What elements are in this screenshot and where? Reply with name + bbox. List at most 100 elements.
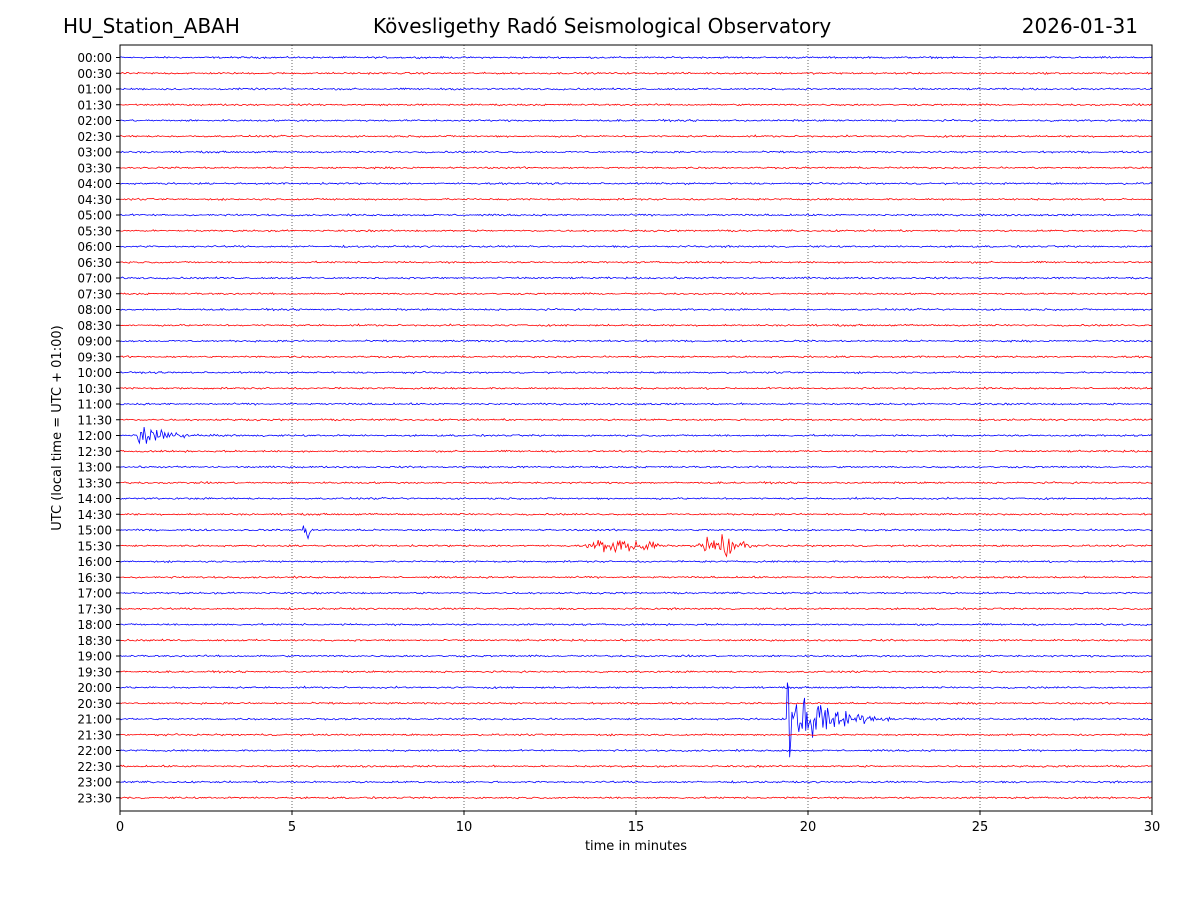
trace-row-2000 [119,685,1153,690]
trace-row-2130 [119,733,1153,737]
trace-row-0100 [119,87,1153,91]
y-tick-label: 13:30 [77,476,112,490]
trace-row-0930 [119,355,1153,359]
trace-row-1200 [119,427,1153,445]
y-tick-label: 08:00 [77,303,112,317]
trace-row-2030 [119,701,1153,705]
y-tick-label: 19:30 [77,665,112,679]
trace-row-0430 [119,197,1153,201]
x-axis-label: time in minutes [585,839,687,854]
y-tick-label: 03:00 [77,146,112,160]
x-tick-label: 25 [972,820,989,835]
y-tick-label: 09:30 [77,350,112,364]
trace-row-0300 [119,150,1153,154]
y-tick-label: 12:00 [77,429,112,443]
y-tick-label: 12:30 [77,445,112,459]
trace-row-0700 [119,276,1153,280]
trace-row-2100 [119,682,1153,758]
trace-row-1000 [119,370,1153,375]
x-tick-label: 15 [628,820,645,835]
y-tick-label: 07:00 [77,272,112,286]
trace-row-1630 [119,575,1153,580]
trace-row-1430 [119,512,1153,516]
trace-row-0500 [119,213,1153,217]
y-tick-label: 04:00 [77,177,112,191]
trace-row-0830 [119,323,1153,327]
y-tick-label: 19:00 [77,650,112,664]
trace-row-1730 [119,606,1153,611]
trace-row-1800 [119,622,1153,627]
trace-row-0530 [119,228,1153,233]
y-tick-label: 22:30 [77,760,112,774]
trace-row-0600 [119,244,1153,249]
y-tick-label: 08:30 [77,319,112,333]
y-tick-label: 00:30 [77,67,112,81]
trace-row-1030 [119,386,1153,390]
y-tick-label: 22:00 [77,744,112,758]
y-tick-label: 00:00 [77,51,112,65]
y-tick-label: 11:30 [77,413,112,427]
y-tick-label: 15:30 [77,539,112,553]
y-tick-label: 05:30 [77,224,112,238]
trace-row-0000 [119,55,1153,60]
y-tick-label: 09:00 [77,335,112,349]
record-date: 2026-01-31 [1021,14,1138,38]
y-tick-label: 23:00 [77,776,112,790]
trace-row-1300 [119,465,1152,469]
y-axis-label: UTC (local time = UTC + 01:00) [50,325,65,530]
trace-row-1700 [119,591,1153,595]
y-tick-label: 03:30 [77,161,112,175]
y-tick-label: 23:30 [77,791,112,805]
trace-row-2200 [119,748,1153,753]
trace-row-1230 [119,449,1153,453]
x-tick-label: 20 [800,820,817,835]
y-tick-label: 10:00 [77,366,112,380]
trace-row-0800 [119,307,1153,312]
trace-row-0730 [119,292,1153,296]
trace-row-1530 [119,534,1153,558]
trace-row-0230 [119,134,1153,138]
y-tick-label: 18:00 [77,618,112,632]
x-tick-label: 0 [116,820,124,835]
grid-lines [291,45,981,811]
y-tick-label: 21:30 [77,728,112,742]
trace-row-2330 [119,796,1153,800]
y-tick-label: 10:30 [77,382,112,396]
trace-row-0030 [119,71,1153,75]
x-tick-label: 5 [288,820,296,835]
y-tick-label: 14:30 [77,508,112,522]
y-tick-label: 13:00 [77,461,112,475]
trace-row-0900 [119,339,1153,343]
trace-row-2300 [119,780,1153,784]
trace-row-0630 [119,260,1153,264]
y-tick-label: 16:00 [77,555,112,569]
y-tick-label: 17:00 [77,587,112,601]
y-tick-label: 20:30 [77,697,112,711]
trace-row-1130 [119,417,1153,422]
trace-row-0130 [119,103,1153,107]
y-tick-label: 16:30 [77,571,112,585]
seismic-traces [119,55,1153,800]
y-tick-label: 02:00 [77,114,112,128]
trace-row-1600 [119,559,1153,564]
trace-row-0400 [119,181,1153,186]
trace-row-1830 [119,638,1153,642]
y-tick-label: 21:00 [77,713,112,727]
trace-row-1900 [119,654,1153,658]
y-tick-label: 06:30 [77,256,112,270]
y-tick-label: 02:30 [77,130,112,144]
y-tick-label: 01:00 [77,83,112,97]
y-tick-label: 06:00 [77,240,112,254]
trace-row-1930 [119,669,1153,674]
y-tick-label: 14:00 [77,492,112,506]
trace-row-0330 [119,166,1153,170]
x-tick-label: 30 [1144,820,1161,835]
trace-row-1330 [119,480,1153,485]
y-tick-label: 01:30 [77,98,112,112]
y-tick-label: 18:30 [77,634,112,648]
station-name: HU_Station_ABAH [63,14,240,38]
trace-row-0200 [119,118,1153,123]
trace-row-1500 [119,525,1153,540]
